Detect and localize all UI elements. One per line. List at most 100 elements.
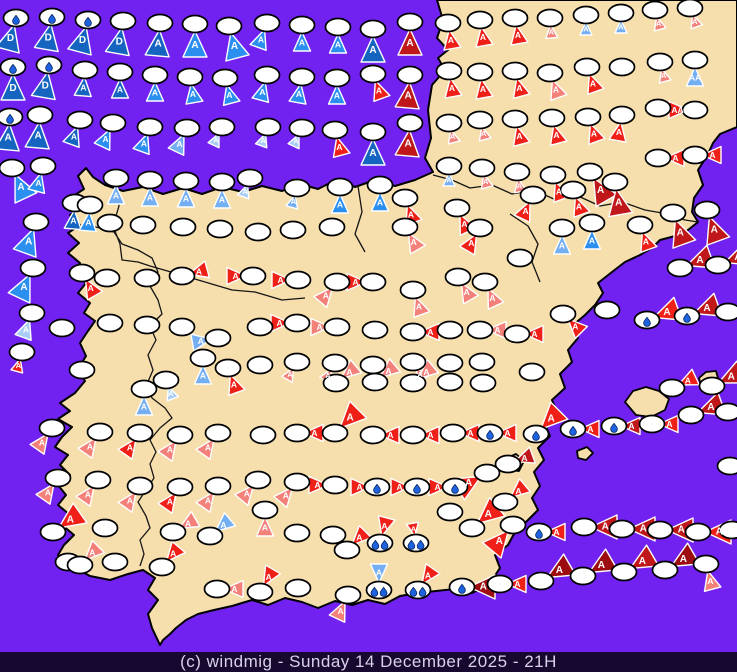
station-ellipse bbox=[608, 57, 636, 77]
wind-arrow-label: A bbox=[127, 495, 133, 505]
wind-arrow-icon bbox=[78, 211, 97, 233]
country-border-line bbox=[354, 185, 366, 253]
wind-arrow-icon bbox=[84, 278, 104, 301]
rain-drop-icon bbox=[9, 63, 17, 74]
wind-arrow-label: A bbox=[556, 565, 563, 576]
wind-arrow-label: A bbox=[515, 486, 521, 496]
wind-arrow-icon bbox=[523, 324, 544, 344]
station-ellipse bbox=[644, 148, 672, 168]
station-ellipse bbox=[638, 414, 666, 434]
wind-arrow-label: A bbox=[559, 240, 565, 250]
station-ellipse bbox=[253, 13, 281, 33]
station-ellipse bbox=[573, 57, 601, 77]
wind-arrow-label: A bbox=[205, 495, 211, 505]
station-ellipse bbox=[39, 522, 67, 542]
wind-arrow-label: D bbox=[116, 37, 123, 48]
rain-drop-icon bbox=[451, 483, 459, 494]
station-ellipse bbox=[206, 219, 234, 239]
wind-arrow-icon bbox=[552, 234, 572, 255]
station-ellipse bbox=[214, 358, 242, 378]
station-ellipse bbox=[246, 355, 274, 375]
wind-arrow-label: A bbox=[259, 87, 265, 97]
station-ellipse bbox=[439, 423, 467, 443]
wind-arrow-label: A bbox=[448, 35, 454, 45]
station-ellipse bbox=[288, 67, 316, 87]
station-ellipse bbox=[91, 518, 119, 538]
wind-arrow-icon bbox=[178, 510, 201, 530]
wind-arrow-icon bbox=[14, 318, 32, 341]
station-ellipse bbox=[359, 355, 387, 375]
wind-arrow-icon bbox=[545, 522, 566, 542]
wind-arrow-label: A bbox=[587, 424, 593, 434]
station-ellipse bbox=[26, 105, 54, 125]
wind-arrow-icon bbox=[579, 21, 593, 36]
wind-arrow-label: A bbox=[323, 290, 329, 300]
wind-arrow-label: A bbox=[244, 488, 250, 498]
wind-arrow-icon bbox=[84, 539, 106, 561]
station-ellipse bbox=[189, 348, 217, 368]
station-ellipse bbox=[76, 195, 104, 215]
wind-arrow-label: A bbox=[34, 131, 41, 142]
wind-arrow-icon bbox=[254, 132, 268, 149]
station-ellipse bbox=[239, 266, 267, 286]
station-ellipse bbox=[321, 423, 349, 443]
wind-arrow-label: A bbox=[446, 176, 452, 185]
station-ellipse bbox=[366, 533, 394, 553]
wind-arrow-icon bbox=[328, 33, 348, 54]
station-ellipse bbox=[172, 171, 200, 191]
wind-arrow-icon bbox=[255, 516, 275, 537]
wind-arrow-icon bbox=[443, 29, 462, 51]
station-ellipse bbox=[288, 15, 316, 35]
station-ellipse bbox=[19, 258, 47, 278]
wind-arrow-label: A bbox=[185, 518, 191, 528]
wind-arrow-label: D bbox=[42, 81, 49, 92]
wind-arrow-label: A bbox=[615, 198, 622, 209]
wind-arrow-label: A bbox=[678, 525, 685, 536]
wind-arrow-icon bbox=[117, 438, 137, 460]
wind-arrow-label: A bbox=[411, 525, 417, 534]
wind-arrow-icon bbox=[640, 230, 658, 254]
station-ellipse bbox=[284, 578, 312, 598]
station-ellipse bbox=[236, 168, 264, 188]
station-ellipse bbox=[136, 117, 164, 137]
station-ellipse bbox=[716, 456, 737, 476]
station-ellipse bbox=[321, 120, 349, 140]
station-ellipse bbox=[399, 425, 427, 445]
wind-arrow-icon bbox=[360, 35, 386, 63]
station-ellipse bbox=[324, 17, 352, 37]
station-ellipse bbox=[391, 188, 419, 208]
wind-arrow-label: A bbox=[677, 228, 684, 239]
rain-drop-icon bbox=[45, 61, 53, 72]
wind-arrow-label: A bbox=[517, 181, 523, 190]
wind-arrow-icon bbox=[487, 287, 505, 310]
wind-arrow-label: A bbox=[71, 131, 77, 141]
rain-drop-icon bbox=[6, 113, 14, 124]
wind-arrow-label: A bbox=[556, 186, 562, 196]
station-ellipse bbox=[253, 65, 281, 85]
wind-arrow-label: A bbox=[335, 40, 341, 50]
wind-arrow-label: A bbox=[283, 490, 289, 500]
wind-arrow-label: A bbox=[666, 419, 672, 429]
wind-arrow-label: A bbox=[89, 548, 95, 558]
station-ellipse bbox=[436, 320, 464, 340]
wind-arrow-icon bbox=[75, 485, 95, 507]
station-ellipse bbox=[99, 113, 127, 133]
wind-arrow-icon bbox=[706, 215, 731, 246]
station-ellipse bbox=[473, 463, 501, 483]
wind-arrow-label: A bbox=[336, 142, 342, 152]
station-ellipse bbox=[208, 172, 236, 192]
copyright-text: (c) windmig - Sunday 14 December 2025 - … bbox=[180, 652, 557, 671]
station-ellipse bbox=[322, 373, 350, 393]
wind-arrow-label: A bbox=[485, 509, 492, 520]
wind-arrow-icon bbox=[339, 400, 368, 429]
wind-arrow-label: A bbox=[381, 521, 387, 531]
wind-arrow-icon bbox=[360, 138, 386, 166]
wind-arrow-icon bbox=[271, 270, 292, 290]
station-ellipse bbox=[549, 304, 577, 324]
station-ellipse bbox=[68, 263, 96, 283]
wind-arrow-label: A bbox=[376, 568, 382, 578]
wind-arrow-label: A bbox=[728, 372, 735, 383]
station-ellipse bbox=[366, 175, 394, 195]
wind-arrow-icon bbox=[195, 491, 215, 513]
